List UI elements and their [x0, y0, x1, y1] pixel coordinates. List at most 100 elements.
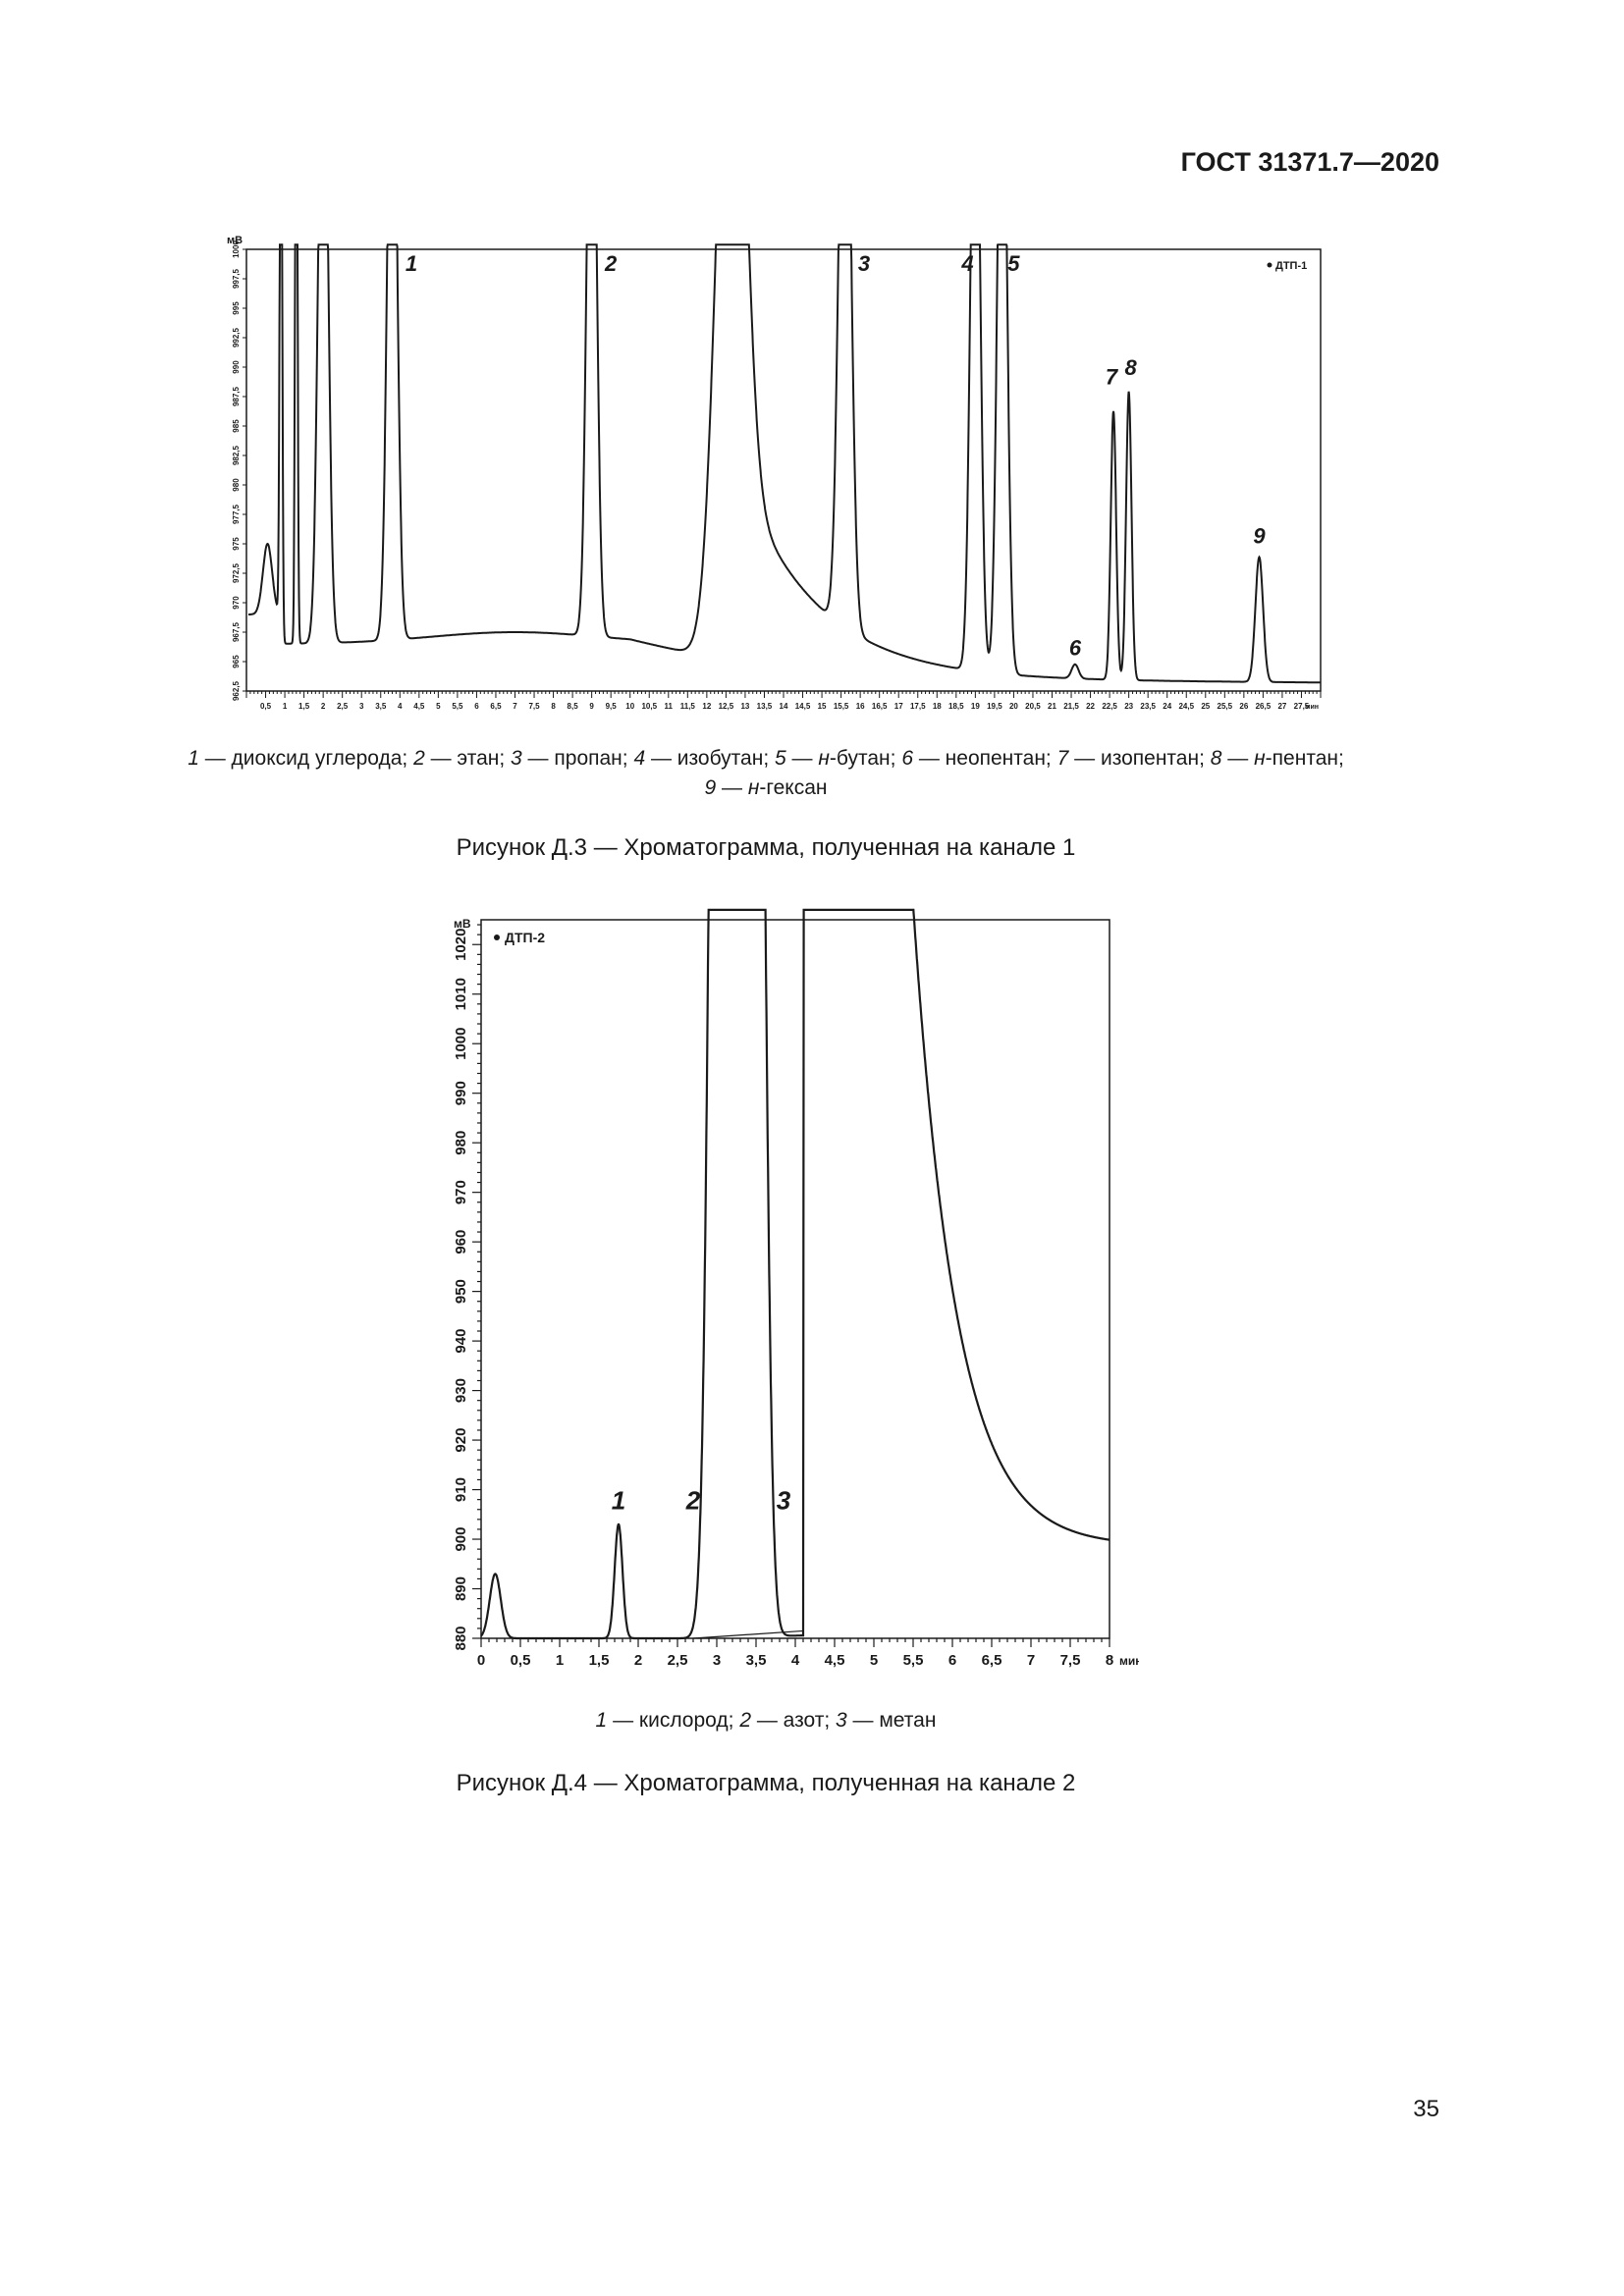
fig3-legend-text-2: — этан;	[424, 747, 512, 770]
x-tick-label: 1	[556, 1652, 564, 1669]
figure4-caption: Рисунок Д.4 — Хроматограмма, полученная …	[456, 1770, 1076, 1796]
peak-label-8: 8	[1124, 355, 1137, 380]
y-tick-label: 967,5	[232, 621, 241, 642]
x-tick-label: 1,5	[589, 1652, 610, 1669]
y-tick-label: 910	[453, 1477, 469, 1502]
x-tick-label: 23	[1124, 702, 1133, 711]
x-tick-label: 6	[474, 702, 479, 711]
x-tick-label: 21	[1048, 702, 1056, 711]
chromatogram-trace-1	[248, 243, 1322, 684]
x-tick-label: 15	[818, 702, 827, 711]
peak-label-3: 3	[777, 1486, 791, 1516]
x-tick-label: 20	[1009, 702, 1018, 711]
fig3-legend-num-9: 9	[704, 776, 717, 799]
fig3-legend-num-1: 1	[188, 747, 199, 770]
x-axis-unit: мин	[1305, 704, 1319, 711]
fig3-legend-italic-9: н	[747, 776, 760, 799]
fig3-legend-num-3: 3	[511, 747, 522, 770]
figure3-caption: Рисунок Д.3 — Хроматограмма, полученная …	[456, 834, 1076, 861]
figure3-legend-line-1: 1 — диоксид углерода; 2 — этан; 3 — проп…	[147, 744, 1384, 774]
y-tick-label: 1010	[453, 978, 469, 1010]
y-tick-label: 992,5	[232, 327, 241, 347]
x-tick-label: 22,5	[1102, 702, 1117, 711]
y-tick-label: 970	[453, 1180, 469, 1204]
x-tick-label: 26,5	[1256, 702, 1272, 711]
y-tick-label: 987,5	[232, 386, 241, 406]
x-tick-label: 0,5	[260, 702, 272, 711]
fig3-legend-rest-9: -гексан	[759, 776, 828, 799]
x-tick-label: 6,5	[982, 1652, 1002, 1669]
fig4-legend-text-2: — азот;	[751, 1709, 837, 1732]
x-tick-label: 12	[702, 702, 711, 711]
fig3-legend-num-4: 4	[633, 747, 646, 770]
x-tick-label: 3	[713, 1652, 721, 1669]
fig3-legend-italic-8: н	[1254, 747, 1266, 770]
y-tick-label: 930	[453, 1378, 469, 1403]
y-tick-label: 965	[232, 655, 241, 668]
x-tick-label: 11,5	[680, 702, 696, 711]
x-tick-label: 19,5	[987, 702, 1002, 711]
x-tick-label: 16	[856, 702, 865, 711]
page-number: 35	[1413, 2096, 1439, 2122]
channel-label: ДТП-2	[505, 930, 545, 945]
peak-label-7: 7	[1106, 365, 1119, 390]
x-tick-label: 9	[589, 702, 594, 711]
y-tick-label: 950	[453, 1279, 469, 1304]
x-tick-label: 5	[870, 1652, 878, 1669]
chart-1-svg: мВ0,5 1 1,5 2 2,5 3 3,5 4 4,5 5 5,5 6 6,5 7 7,5 8 8,5 9 9,…	[227, 235, 1322, 711]
fig3-legend-text-9: —	[716, 776, 748, 799]
channel-marker	[494, 934, 500, 940]
fig3-legend-num-5: 5	[775, 747, 786, 770]
y-tick-label: 977,5	[232, 504, 241, 524]
x-tick-label: 4	[398, 702, 403, 711]
y-tick-label: 890	[453, 1576, 469, 1601]
x-tick-label: 24	[1163, 702, 1171, 711]
channel-label: ДТП-1	[1275, 260, 1307, 272]
x-tick-label: 27	[1277, 702, 1286, 711]
x-tick-label: 5	[436, 702, 441, 711]
y-tick-label: 995	[232, 301, 241, 315]
x-tick-label: 17,5	[910, 702, 926, 711]
y-tick-label: 920	[453, 1428, 469, 1453]
x-tick-label: 10,5	[641, 702, 657, 711]
x-tick-label: 13,5	[757, 702, 773, 711]
x-tick-label: 4,5	[413, 702, 425, 711]
x-tick-label: 7	[1027, 1652, 1035, 1669]
x-tick-label: 19	[971, 702, 980, 711]
y-tick-label: 990	[232, 360, 241, 374]
x-tick-label: 24,5	[1178, 702, 1194, 711]
x-tick-label: 11	[665, 702, 674, 711]
x-tick-label: 13	[740, 702, 749, 711]
x-tick-label: 2	[321, 702, 326, 711]
y-tick-label: 972,5	[232, 562, 241, 583]
x-tick-label: 4,5	[825, 1652, 845, 1669]
y-tick-label: 970	[232, 596, 241, 610]
x-tick-label: 2	[634, 1652, 642, 1669]
x-tick-label: 20,5	[1025, 702, 1041, 711]
fig3-legend-text-6: — неопентан;	[913, 747, 1057, 770]
x-tick-label: 25	[1201, 702, 1210, 711]
y-tick-label: 980	[232, 478, 241, 492]
x-tick-label: 14	[780, 702, 788, 711]
x-tick-label: 7	[513, 702, 517, 711]
x-axis-unit: мин	[1119, 1654, 1139, 1668]
y-tick-label: 997,5	[232, 268, 241, 289]
plot-frame	[245, 248, 1322, 692]
x-tick-label: 0,5	[511, 1652, 531, 1669]
x-tick-label: 25,5	[1218, 702, 1233, 711]
x-tick-label: 16,5	[872, 702, 888, 711]
x-tick-label: 27,5	[1294, 702, 1310, 711]
y-tick-label: 1000	[453, 1028, 469, 1060]
x-tick-label: 14,5	[795, 702, 811, 711]
x-tick-label: 6,5	[490, 702, 502, 711]
y-tick-label: 982,5	[232, 445, 241, 465]
x-tick-label: 23,5	[1140, 702, 1156, 711]
peak-label-1: 1	[612, 1486, 625, 1516]
x-tick-label: 15,5	[834, 702, 849, 711]
peak-label-2: 2	[685, 1486, 701, 1516]
x-tick-label: 8	[551, 702, 556, 711]
fig4-legend-num-1: 1	[595, 1709, 608, 1732]
peak-label-6: 6	[1069, 636, 1082, 661]
fig3-legend-text-3: — пропан;	[521, 747, 634, 770]
fig3-legend-text-4: — изобутан;	[645, 747, 775, 770]
